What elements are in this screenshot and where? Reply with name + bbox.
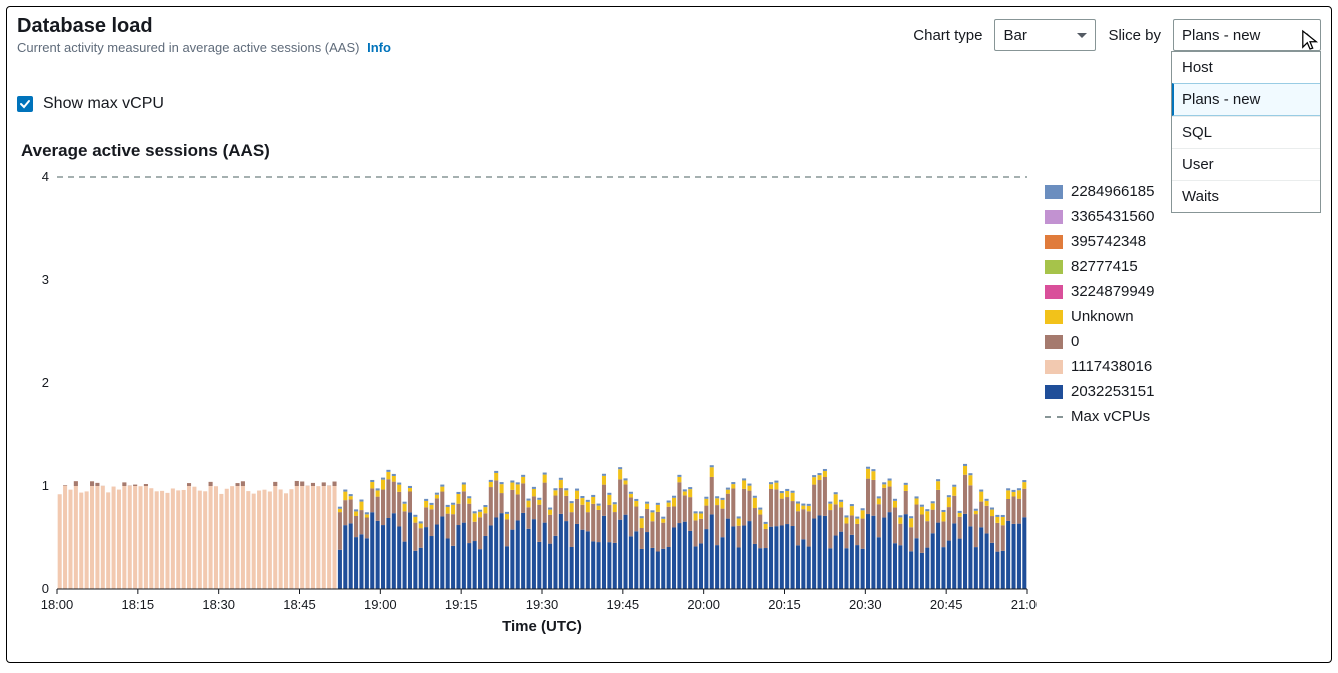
slice-by-option[interactable]: Host bbox=[1172, 52, 1320, 83]
legend-swatch bbox=[1045, 260, 1063, 274]
svg-text:19:30: 19:30 bbox=[526, 597, 559, 612]
legend-item[interactable]: 2284966185 bbox=[1045, 183, 1154, 200]
svg-text:21:00: 21:00 bbox=[1011, 597, 1037, 612]
slice-by-value: Plans - new bbox=[1182, 27, 1260, 44]
legend-item[interactable]: 3365431560 bbox=[1045, 208, 1154, 225]
legend-item[interactable]: 1117438016 bbox=[1045, 358, 1154, 375]
svg-text:20:30: 20:30 bbox=[849, 597, 882, 612]
svg-text:18:30: 18:30 bbox=[202, 597, 235, 612]
legend-swatch bbox=[1045, 360, 1063, 374]
show-max-vcpu-label: Show max vCPU bbox=[43, 95, 164, 113]
svg-text:19:15: 19:15 bbox=[445, 597, 478, 612]
legend-label: 395742348 bbox=[1071, 233, 1146, 250]
chart-controls: Chart type Bar Slice by Plans - new bbox=[913, 15, 1321, 51]
chart-legend: 2284966185 3365431560 395742348 82777415 322… bbox=[1045, 183, 1154, 433]
chart-type-label: Chart type bbox=[913, 27, 982, 44]
legend-swatch-dash bbox=[1045, 416, 1063, 418]
svg-text:1: 1 bbox=[42, 478, 49, 493]
legend-item[interactable]: 2032253151 bbox=[1045, 383, 1154, 400]
chevron-down-icon bbox=[1077, 33, 1087, 38]
legend-label: Unknown bbox=[1071, 308, 1134, 325]
legend-label: 3224879949 bbox=[1071, 283, 1154, 300]
legend-item[interactable]: Max vCPUs bbox=[1045, 408, 1154, 425]
legend-swatch bbox=[1045, 310, 1063, 324]
legend-label: 82777415 bbox=[1071, 258, 1138, 275]
legend-item[interactable]: 395742348 bbox=[1045, 233, 1154, 250]
legend-item[interactable]: 0 bbox=[1045, 333, 1154, 350]
legend-label: 3365431560 bbox=[1071, 208, 1154, 225]
slice-by-option[interactable]: User bbox=[1172, 148, 1320, 180]
title-block: Database load Current activity measured … bbox=[17, 15, 391, 55]
svg-text:3: 3 bbox=[42, 272, 49, 287]
legend-item[interactable]: Unknown bbox=[1045, 308, 1154, 325]
svg-text:4: 4 bbox=[42, 169, 49, 184]
chevron-up-icon bbox=[1302, 33, 1312, 38]
legend-label: Max vCPUs bbox=[1071, 408, 1150, 425]
chart-type-value: Bar bbox=[1003, 27, 1026, 44]
svg-text:20:00: 20:00 bbox=[687, 597, 720, 612]
chart-title: Average active sessions (AAS) bbox=[21, 141, 1321, 161]
show-max-vcpu-row[interactable]: Show max vCPU bbox=[17, 95, 1321, 113]
legend-swatch bbox=[1045, 285, 1063, 299]
svg-text:19:45: 19:45 bbox=[607, 597, 640, 612]
legend-label: 1117438016 bbox=[1071, 358, 1152, 375]
svg-text:0: 0 bbox=[42, 581, 49, 596]
slice-by-option[interactable]: Waits bbox=[1172, 180, 1320, 212]
svg-text:2: 2 bbox=[42, 375, 49, 390]
slice-by-select[interactable]: Plans - new bbox=[1173, 19, 1321, 51]
panel-subtitle: Current activity measured in average act… bbox=[17, 40, 391, 55]
panel-header: Database load Current activity measured … bbox=[17, 15, 1321, 55]
legend-swatch bbox=[1045, 210, 1063, 224]
svg-text:20:15: 20:15 bbox=[768, 597, 801, 612]
svg-text:Time (UTC): Time (UTC) bbox=[502, 618, 582, 635]
legend-swatch bbox=[1045, 235, 1063, 249]
svg-text:19:00: 19:00 bbox=[364, 597, 397, 612]
svg-text:18:00: 18:00 bbox=[41, 597, 74, 612]
chart-svg-holder: 0 1 2 3 4 18:00 18:15 18:30 18:45 19:00 19:15 19:30… bbox=[17, 167, 1037, 642]
legend-label: 2284966185 bbox=[1071, 183, 1154, 200]
info-link[interactable]: Info bbox=[367, 40, 391, 55]
database-load-panel: Database load Current activity measured … bbox=[6, 6, 1332, 663]
legend-swatch bbox=[1045, 185, 1063, 199]
legend-label: 2032253151 bbox=[1071, 383, 1154, 400]
legend-item[interactable]: 3224879949 bbox=[1045, 283, 1154, 300]
legend-swatch bbox=[1045, 335, 1063, 349]
legend-swatch bbox=[1045, 385, 1063, 399]
aas-chart: 0 1 2 3 4 18:00 18:15 18:30 18:45 19:00 19:15 19:30… bbox=[17, 167, 1037, 637]
slice-by-option[interactable]: Plans - new bbox=[1172, 83, 1320, 116]
legend-label: 0 bbox=[1071, 333, 1079, 350]
checkbox-checked-icon[interactable] bbox=[17, 96, 33, 112]
chart-type-select[interactable]: Bar bbox=[994, 19, 1096, 51]
svg-text:18:45: 18:45 bbox=[283, 597, 316, 612]
panel-title: Database load bbox=[17, 15, 391, 38]
legend-item[interactable]: 82777415 bbox=[1045, 258, 1154, 275]
chart-area: 0 1 2 3 4 18:00 18:15 18:30 18:45 19:00 19:15 19:30… bbox=[17, 167, 1321, 642]
svg-text:20:45: 20:45 bbox=[930, 597, 963, 612]
slice-by-option[interactable]: SQL bbox=[1172, 116, 1320, 148]
slice-by-label: Slice by bbox=[1108, 27, 1161, 44]
slice-by-dropdown: HostPlans - newSQLUserWaits bbox=[1171, 51, 1321, 213]
svg-text:18:15: 18:15 bbox=[122, 597, 155, 612]
